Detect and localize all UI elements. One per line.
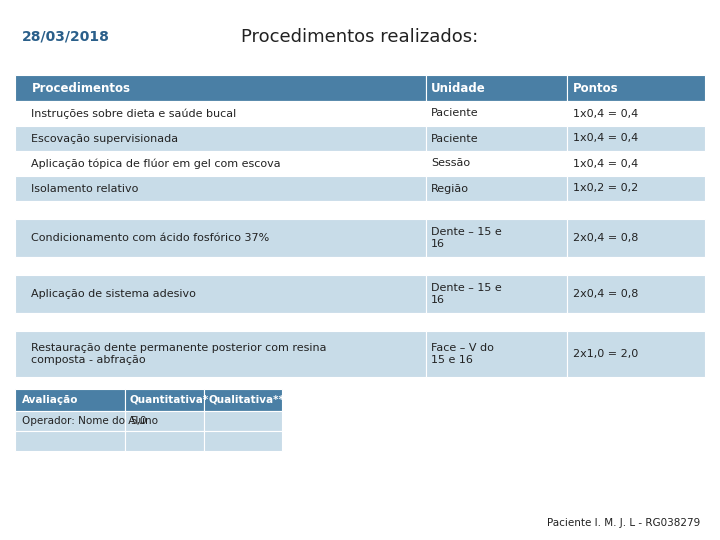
Bar: [204, 431, 282, 451]
Text: Quantitativa*: Quantitativa*: [130, 395, 209, 405]
Bar: [15, 201, 426, 219]
Text: Dente – 15 e
16: Dente – 15 e 16: [431, 227, 502, 249]
Text: Paciente: Paciente: [431, 109, 479, 118]
Text: Condicionamento com ácido fosfórico 37%: Condicionamento com ácido fosfórico 37%: [32, 233, 270, 243]
Bar: [426, 201, 567, 219]
Bar: [125, 389, 204, 411]
Text: Restauração dente permanente posterior com resina
composta - abfração: Restauração dente permanente posterior c…: [32, 343, 327, 365]
Bar: [567, 101, 705, 126]
Text: 5,0: 5,0: [130, 416, 146, 426]
Bar: [204, 389, 282, 411]
Bar: [426, 331, 567, 377]
Bar: [15, 101, 426, 126]
Bar: [15, 411, 125, 431]
Bar: [567, 275, 705, 313]
Bar: [15, 126, 426, 151]
Text: Procedimentos realizados:: Procedimentos realizados:: [241, 28, 479, 46]
Bar: [426, 126, 567, 151]
Text: Pontos: Pontos: [572, 82, 618, 94]
Bar: [15, 313, 426, 331]
Text: 2x0,4 = 0,8: 2x0,4 = 0,8: [572, 233, 638, 243]
Text: Aplicação tópica de flúor em gel com escova: Aplicação tópica de flúor em gel com esc…: [32, 158, 281, 168]
Text: Paciente I. M. J. L - RG038279: Paciente I. M. J. L - RG038279: [546, 518, 700, 528]
Bar: [567, 75, 705, 101]
Text: Região: Região: [431, 184, 469, 193]
Text: Dente – 15 e
16: Dente – 15 e 16: [431, 283, 502, 305]
Bar: [15, 275, 426, 313]
Text: Aplicação de sistema adesivo: Aplicação de sistema adesivo: [32, 289, 197, 299]
Text: 28/03/2018: 28/03/2018: [22, 30, 110, 44]
Bar: [567, 331, 705, 377]
Bar: [426, 313, 567, 331]
Text: Qualitativa**: Qualitativa**: [208, 395, 284, 405]
Text: 2x0,4 = 0,8: 2x0,4 = 0,8: [572, 289, 638, 299]
Text: Escovação supervisionada: Escovação supervisionada: [32, 133, 179, 144]
Bar: [204, 411, 282, 431]
Bar: [567, 313, 705, 331]
Bar: [15, 331, 426, 377]
Bar: [426, 101, 567, 126]
Text: 1x0,4 = 0,4: 1x0,4 = 0,4: [572, 133, 638, 144]
Bar: [567, 219, 705, 257]
Bar: [567, 176, 705, 201]
Text: 1x0,4 = 0,4: 1x0,4 = 0,4: [572, 159, 638, 168]
Text: Avaliação: Avaliação: [22, 395, 78, 405]
Bar: [15, 176, 426, 201]
Bar: [15, 257, 426, 275]
Bar: [426, 275, 567, 313]
Bar: [15, 389, 125, 411]
Bar: [567, 151, 705, 176]
Bar: [125, 411, 204, 431]
Bar: [15, 219, 426, 257]
Bar: [567, 201, 705, 219]
Text: Instruções sobre dieta e saúde bucal: Instruções sobre dieta e saúde bucal: [32, 108, 237, 119]
Bar: [426, 176, 567, 201]
Text: Unidade: Unidade: [431, 82, 486, 94]
Bar: [426, 257, 567, 275]
Bar: [15, 151, 426, 176]
Text: Procedimentos: Procedimentos: [32, 82, 130, 94]
Text: 1x0,4 = 0,4: 1x0,4 = 0,4: [572, 109, 638, 118]
Text: 2x1,0 = 2,0: 2x1,0 = 2,0: [572, 349, 638, 359]
Bar: [426, 75, 567, 101]
Text: Sessão: Sessão: [431, 159, 470, 168]
Text: Paciente: Paciente: [431, 133, 479, 144]
Bar: [15, 75, 426, 101]
Text: Face – V do
15 e 16: Face – V do 15 e 16: [431, 343, 494, 365]
Text: Operador: Nome do Aluno: Operador: Nome do Aluno: [22, 416, 158, 426]
Text: Isolamento relativo: Isolamento relativo: [32, 184, 139, 193]
Text: 1x0,2 = 0,2: 1x0,2 = 0,2: [572, 184, 638, 193]
Bar: [426, 219, 567, 257]
Bar: [15, 431, 125, 451]
Bar: [125, 431, 204, 451]
Bar: [567, 126, 705, 151]
Bar: [567, 257, 705, 275]
Bar: [426, 151, 567, 176]
